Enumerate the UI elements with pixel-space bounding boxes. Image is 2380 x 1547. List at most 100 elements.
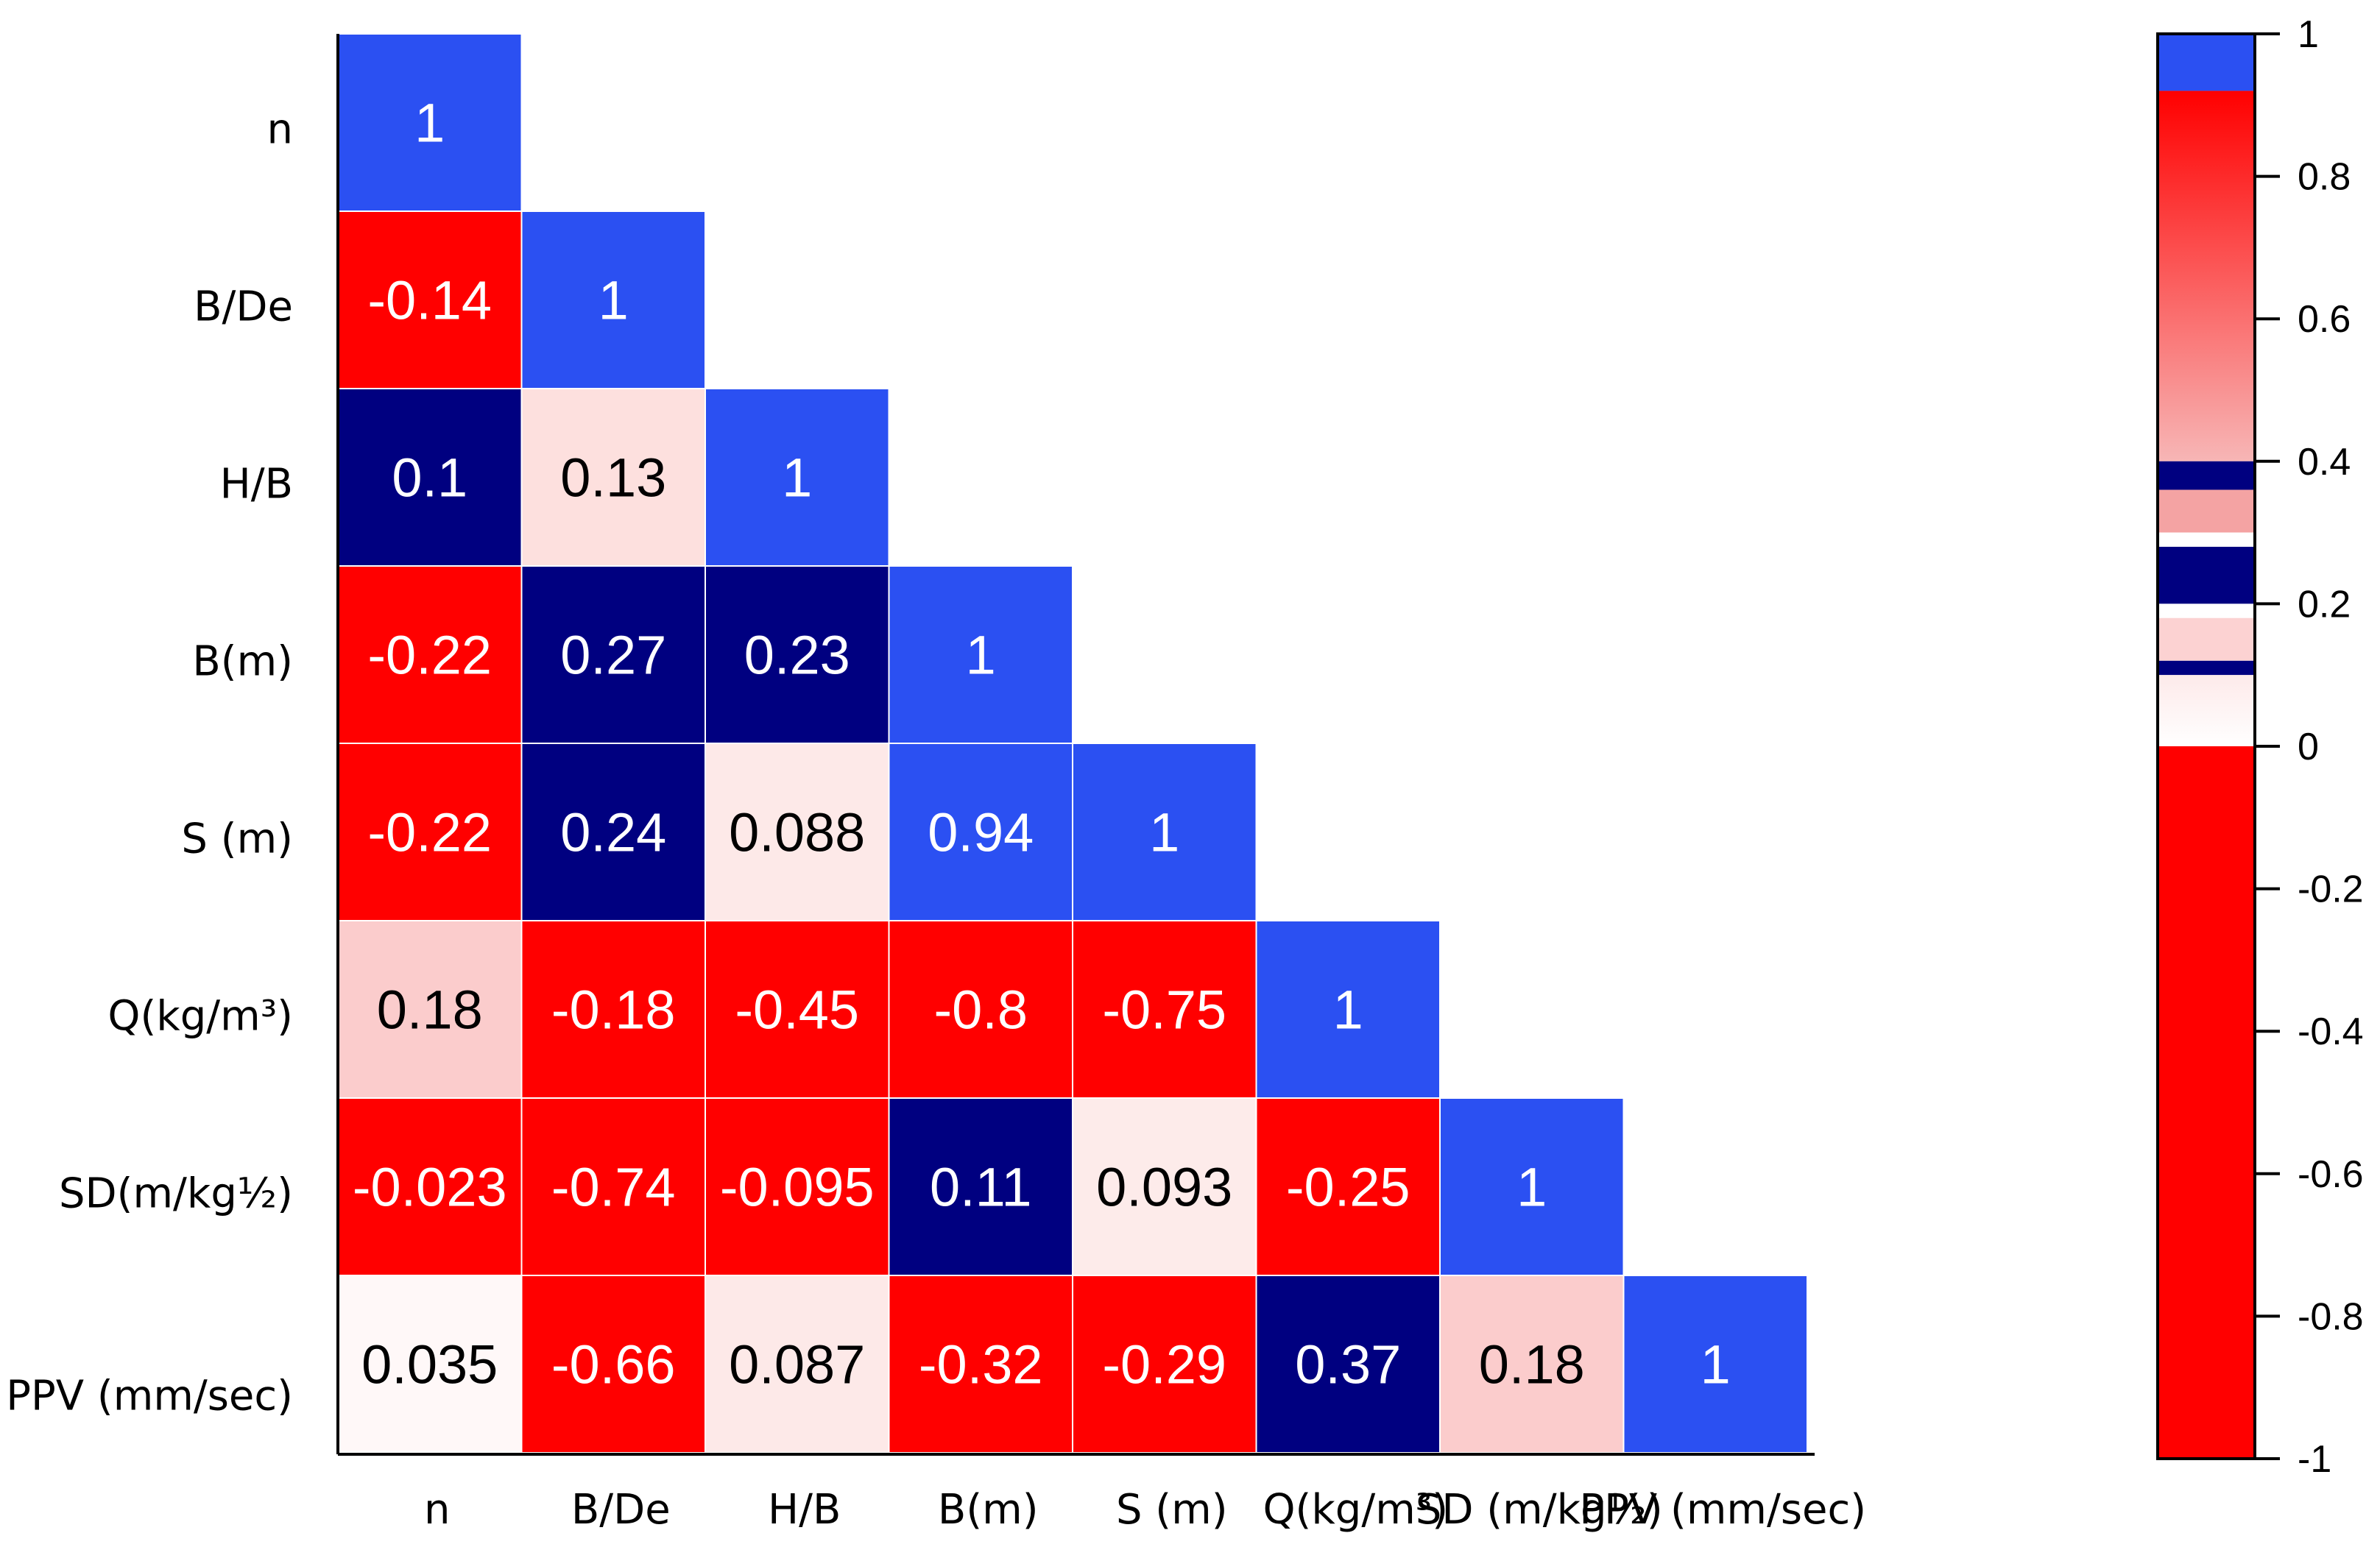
colorbar-tick-label: 0.4 xyxy=(2298,441,2351,484)
heatmap-cell-rect xyxy=(520,210,706,389)
heatmap-cell: 0.093 xyxy=(1072,1097,1257,1276)
colorbar-tick-label: 0.2 xyxy=(2298,583,2351,626)
heatmap-cell: -0.18 xyxy=(520,920,706,1099)
heatmap-cell: 1 xyxy=(1255,920,1441,1099)
heatmap-cell-label: -0.18 xyxy=(551,980,676,1041)
colorbar-band xyxy=(2158,546,2255,604)
heatmap-cell-rect xyxy=(1255,1097,1441,1276)
heatmap-cell-rect xyxy=(888,743,1073,921)
row-label: B/De xyxy=(194,283,293,331)
heatmap-cell-rect xyxy=(1255,920,1441,1099)
column-labels: n B/De H/B B(m) S (m) Q(kg/m³)SD (m/kg½)PPV (… xyxy=(424,1486,1866,1534)
column-label: B/De xyxy=(571,1486,671,1534)
heatmap-cell-rect xyxy=(337,1275,523,1454)
row-labels: n B/De H/B B(m) S (m) Q(kg/m³) SD(m/kg½) PPV (m… xyxy=(6,106,293,1420)
heatmap-cell: 1 xyxy=(1622,1275,1808,1454)
column-label: PPV (mm/sec) xyxy=(1579,1486,1866,1534)
colorbar-tick-label: 0.8 xyxy=(2298,156,2351,199)
heatmap-cell: 0.087 xyxy=(705,1275,890,1454)
heatmap-cell-label: -0.32 xyxy=(919,1334,1043,1395)
heatmap-cell: 0.088 xyxy=(705,743,890,921)
colorbar-tick-label: 1 xyxy=(2298,13,2319,56)
heatmap-cell: 0.27 xyxy=(520,565,706,744)
heatmap-cell-rect xyxy=(337,388,523,567)
colorbar-band xyxy=(2158,34,2255,91)
heatmap-cell-label: -0.8 xyxy=(933,980,1028,1041)
row-label: B(m) xyxy=(192,638,293,686)
colorbar: 1 0.8 0.6 0.4 0.2 0 -0.2 -0.4 -0.6 -0.8 -1 xyxy=(2156,13,2364,1481)
heatmap-cell: 0.035 xyxy=(337,1275,523,1454)
heatmap-cell-label: -0.29 xyxy=(1102,1334,1226,1395)
colorbar-band xyxy=(2158,603,2255,618)
heatmap-cell-label: -0.75 xyxy=(1102,980,1226,1041)
heatmap-cell: 0.94 xyxy=(888,743,1073,921)
row-label: n xyxy=(267,106,294,154)
heatmap-cell-rect xyxy=(337,210,523,389)
row-label: PPV (mm/sec) xyxy=(6,1373,293,1420)
colorbar-tick-label: 0.6 xyxy=(2298,298,2351,341)
heatmap-cell-label: 1 xyxy=(1516,1157,1547,1218)
heatmap-cell-label: -0.25 xyxy=(1286,1157,1410,1218)
column-label: S (m) xyxy=(1116,1486,1228,1534)
heatmap-cell-label: 0.23 xyxy=(744,625,850,686)
heatmap-cell-label: -0.22 xyxy=(367,802,492,863)
colorbar-tick-label: -0.4 xyxy=(2298,1010,2364,1053)
heatmap-axes xyxy=(336,34,1815,1456)
heatmap-cell: 1 xyxy=(1072,743,1257,921)
heatmap-cell-rect xyxy=(337,33,523,212)
heatmap-cell: -0.25 xyxy=(1255,1097,1441,1276)
heatmap-cell-label: 0.13 xyxy=(560,447,666,509)
heatmap-cell: -0.29 xyxy=(1072,1275,1257,1454)
heatmap-cell-rect xyxy=(705,1275,890,1454)
heatmap-cell-label: -0.023 xyxy=(353,1157,507,1218)
heatmap-cell: 0.13 xyxy=(520,388,706,567)
heatmap-cell-label: 0.18 xyxy=(377,980,483,1041)
heatmap-cell-rect xyxy=(705,920,890,1099)
heatmap-cell-label: 1 xyxy=(598,270,629,331)
heatmap-cell-label: -0.74 xyxy=(551,1157,676,1218)
heatmap-cell-label: -0.14 xyxy=(367,270,492,331)
heatmap-cell-rect xyxy=(888,565,1073,744)
heatmap-cell-label: -0.095 xyxy=(720,1157,875,1218)
heatmap-cell-rect xyxy=(520,743,706,921)
heatmap-cell-rect xyxy=(705,743,890,921)
heatmap-cell-rect xyxy=(1072,920,1257,1099)
heatmap-cell: -0.45 xyxy=(705,920,890,1099)
heatmap-cell-label: 1 xyxy=(966,625,996,686)
heatmap-cell-rect xyxy=(705,388,890,567)
column-label: SD (m/kg½) xyxy=(1416,1486,1663,1534)
row-label: H/B xyxy=(220,461,293,509)
heatmap-cell-label: 1 xyxy=(1701,1334,1731,1395)
heatmap-cell: -0.66 xyxy=(520,1275,706,1454)
heatmap-cell: 1 xyxy=(888,565,1073,744)
colorbar-band xyxy=(2158,675,2255,746)
heatmap-cell: 0.18 xyxy=(337,920,523,1099)
row-label: S (m) xyxy=(181,815,293,863)
colorbar-tick-label: 0 xyxy=(2298,726,2319,768)
heatmap-cell: -0.22 xyxy=(337,743,523,921)
column-label: B(m) xyxy=(938,1486,1039,1534)
colorbar-band xyxy=(2158,91,2255,461)
heatmap-cell-rect xyxy=(520,565,706,744)
heatmap-cell: -0.14 xyxy=(337,210,523,389)
heatmap-cell: 0.11 xyxy=(888,1097,1073,1276)
heatmap-cell-rect xyxy=(1072,743,1257,921)
heatmap-cell-rect xyxy=(888,920,1073,1099)
heatmap-cell-rect xyxy=(337,1097,523,1276)
heatmap-cell-label: 0.94 xyxy=(928,802,1034,863)
heatmap-cell-label: 0.087 xyxy=(729,1334,865,1395)
heatmap-cell-label: 1 xyxy=(414,93,445,154)
colorbar-tick-label: -0.8 xyxy=(2298,1295,2364,1338)
heatmap-cell-label: 0.093 xyxy=(1096,1157,1232,1218)
heatmap-cell: -0.095 xyxy=(705,1097,890,1276)
heatmap-cell: 1 xyxy=(705,388,890,567)
colorbar-band xyxy=(2158,489,2255,533)
heatmap-cell: 0.23 xyxy=(705,565,890,744)
colorbar-band xyxy=(2158,461,2255,490)
heatmap-cell-label: -0.22 xyxy=(367,625,492,686)
heatmap-cell-rect xyxy=(1439,1097,1625,1276)
column-label: n xyxy=(424,1486,451,1534)
heatmap-cell-label: 0.035 xyxy=(361,1334,498,1395)
heatmap-cell: 1 xyxy=(1439,1097,1625,1276)
heatmap-cell-label: 0.27 xyxy=(560,625,666,686)
